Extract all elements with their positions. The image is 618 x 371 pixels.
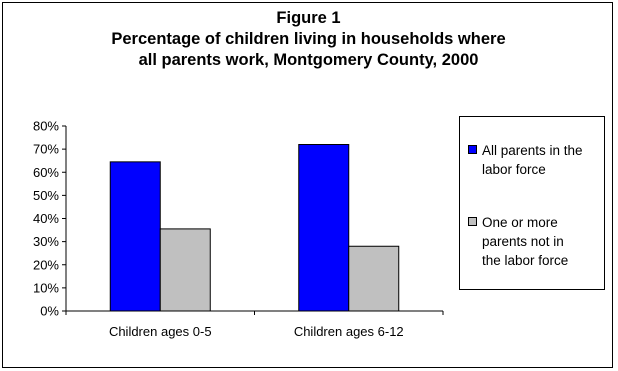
legend: All parents in the labor force One or mo…	[459, 116, 605, 290]
x-category-label: Children ages 0-5	[109, 324, 212, 339]
bar	[298, 144, 350, 312]
bar	[109, 161, 161, 312]
legend-swatch-blue	[468, 145, 477, 154]
legend-label-line: All parents in the	[482, 143, 583, 158]
legend-label-line: the labor force	[482, 253, 569, 268]
legend-label-line: parents not in	[482, 234, 564, 249]
legend-label-one-or-more: One or more parents not in the labor for…	[482, 213, 606, 270]
bar	[348, 245, 400, 312]
legend-label-line: labor force	[482, 162, 546, 177]
y-tick-label: 30%	[33, 234, 59, 249]
legend-label-all-parents: All parents in the labor force	[482, 141, 606, 179]
x-category-label: Children ages 6-12	[294, 324, 404, 339]
plot-area: 0% 10% 20% 30% 40% 50% 60% 70% 80% Children ages …	[33, 119, 444, 339]
y-tick-label: 20%	[33, 257, 59, 272]
chart-title-line-2: Percentage of children living in househo…	[111, 30, 506, 48]
bar	[159, 228, 211, 312]
chart-title-line-1: Figure 1	[276, 9, 341, 27]
chart-title: Figure 1 Percentage of children living i…	[3, 8, 614, 71]
y-tick-label: 50%	[33, 188, 59, 203]
y-tick-label: 70%	[33, 142, 59, 157]
y-tick-label: 10%	[33, 280, 59, 295]
legend-label-line: One or more	[482, 215, 558, 230]
y-tick-label: 0%	[40, 304, 59, 319]
chart-frame: Figure 1 Percentage of children living i…	[2, 2, 613, 368]
y-tick-label: 80%	[33, 119, 59, 134]
chart-title-line-3: all parents work, Montgomery County, 200…	[138, 51, 479, 69]
y-tick-label: 60%	[33, 165, 59, 180]
y-tick-label: 40%	[33, 211, 59, 226]
legend-swatch-gray	[468, 217, 477, 226]
